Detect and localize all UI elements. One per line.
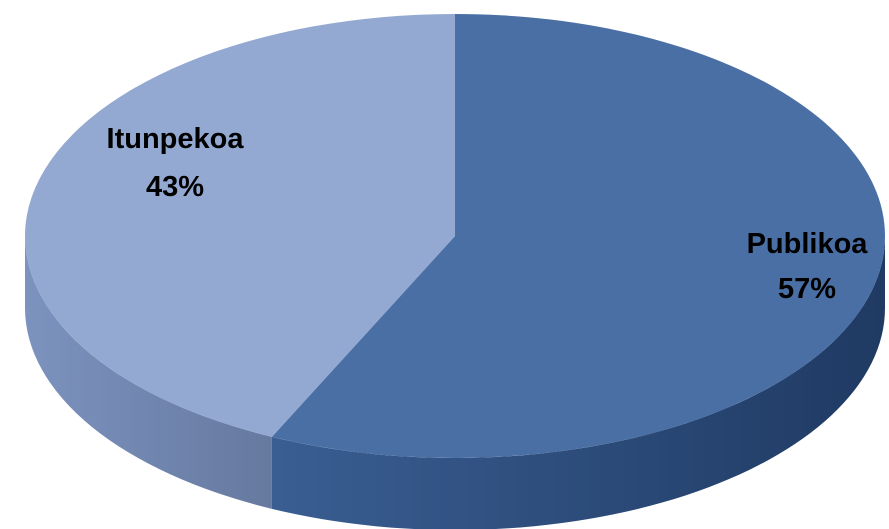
pie-side-itunpekoa	[25, 236, 272, 509]
pie-tops	[25, 14, 885, 458]
slice-label-publikoa-name: Publikoa	[747, 228, 869, 260]
slice-label-itunpekoa-name: Itunpekoa	[107, 123, 245, 155]
pie-side-publikoa	[271, 236, 885, 529]
slice-label-itunpekoa-value: 43%	[146, 171, 204, 203]
slice-label-publikoa-value: 57%	[778, 273, 836, 305]
pie-slice-publikoa	[271, 14, 885, 458]
pie-slice-itunpekoa	[25, 14, 456, 437]
pie-sides	[25, 236, 885, 529]
